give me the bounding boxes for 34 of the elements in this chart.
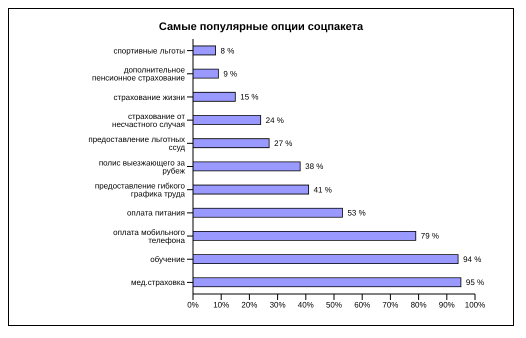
x-tick-label: 20%	[241, 300, 258, 310]
x-tick-label: 0%	[187, 300, 199, 310]
data-label: 79 %	[420, 232, 440, 241]
y-tick-label: предоставление гибкого графика труда	[94, 182, 186, 199]
y-tick-label: дополнительное пенсионное страхование	[92, 66, 186, 83]
x-tick-label: 70%	[382, 300, 398, 310]
data-label: 38 %	[305, 162, 324, 172]
x-tick-label: 10%	[213, 300, 230, 310]
data-label: 41 %	[314, 185, 332, 194]
x-tick-label: 100%	[464, 300, 486, 310]
y-tick-label: оплата мобильного телефона	[113, 228, 186, 245]
y-tick-label: оплата питания	[126, 208, 185, 218]
data-label: 8 %	[220, 46, 234, 56]
data-label: 53 %	[347, 208, 366, 218]
y-tick-label: мед.страховка	[131, 278, 186, 288]
data-label: 9 %	[223, 69, 238, 78]
x-tick-label: 50%	[326, 300, 342, 310]
data-label: 27 %	[274, 139, 292, 148]
x-tick-label: 80%	[410, 300, 427, 310]
y-tick-label: страхование жизни	[114, 92, 185, 102]
y-tick-label: предоставление льготных ссуд	[88, 135, 186, 152]
data-label: 95 %	[466, 278, 484, 288]
chart-title: Самые популярные опции соцпакета	[158, 21, 364, 33]
data-label: 15 %	[240, 92, 259, 102]
x-tick-label: 60%	[354, 300, 370, 310]
y-tick-label: полис выезжающего за рубеж	[98, 158, 186, 176]
x-tick-label: 40%	[298, 300, 314, 310]
y-tick-label: обучение	[150, 255, 186, 264]
data-label: 94 %	[463, 254, 482, 264]
y-tick-label: страхование от несчастного случая	[112, 112, 186, 129]
data-label: 24 %	[266, 116, 284, 125]
x-tick-label: 30%	[270, 300, 286, 310]
x-tick-label: 90%	[438, 300, 455, 310]
y-tick-label: спортивные льготы	[113, 46, 186, 56]
